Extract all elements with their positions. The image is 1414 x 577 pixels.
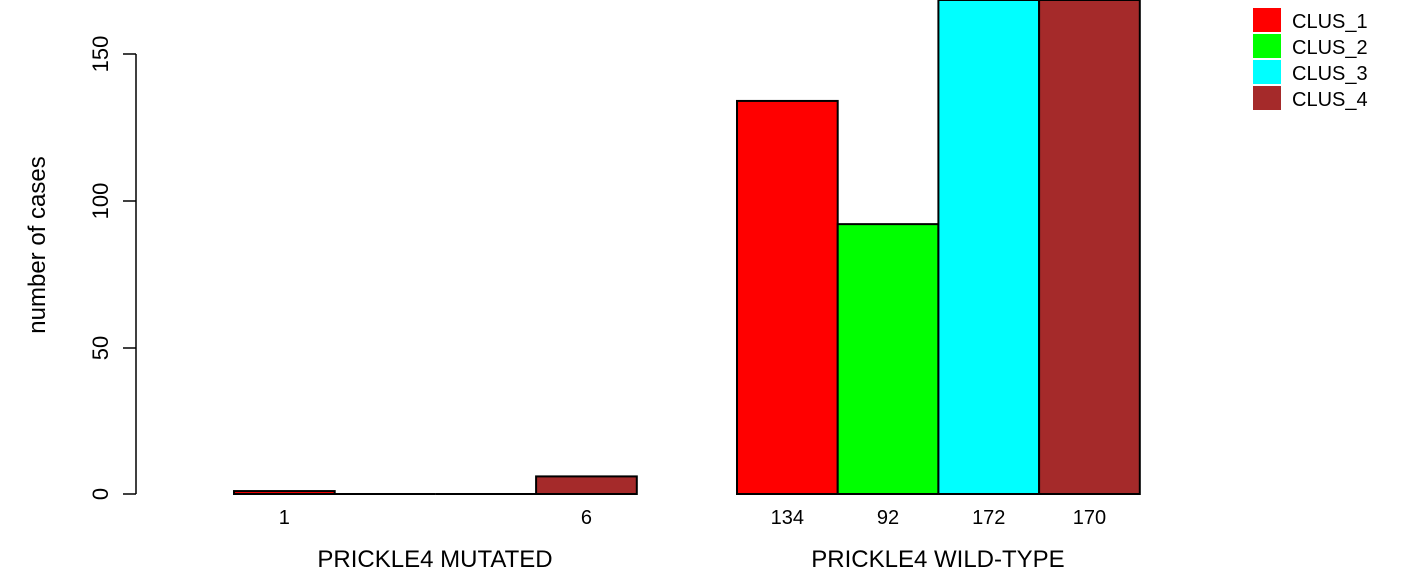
legend-label-clus-4: CLUS_4 (1292, 89, 1368, 111)
bar-wild-type-clus-1 (736, 99, 839, 496)
bar-value-label-wild-type-clus-3: 172 (972, 507, 1005, 529)
legend-swatch-clus-3 (1253, 60, 1281, 84)
y-axis: 0 50 100 150 number of cases (24, 36, 137, 500)
bar-value-label-wild-type-clus-1: 134 (771, 507, 804, 529)
y-axis-title: number of cases (24, 156, 51, 333)
bars: 1 6 134 92 172 170 (233, 0, 1141, 529)
bar-mutated-clus-4 (535, 475, 638, 495)
bar-value-label-wild-type-clus-4: 170 (1073, 507, 1106, 529)
legend-label-clus-2: CLUS_2 (1292, 37, 1368, 59)
legend-label-clus-1: CLUS_1 (1292, 11, 1368, 33)
bar-wild-type-clus-3 (937, 0, 1041, 495)
bar-value-label-mutated-clus-1: 1 (279, 507, 290, 529)
legend: CLUS_1 CLUS_2 CLUS_3 CLUS_4 (1253, 8, 1368, 111)
legend-swatch-clus-2 (1253, 34, 1281, 58)
y-tick-label-50: 50 (88, 336, 113, 360)
legend-label-clus-3: CLUS_3 (1292, 63, 1368, 85)
bar-value-label-mutated-clus-4: 6 (581, 507, 592, 529)
y-tick-label-100: 100 (88, 183, 113, 220)
bar-wild-type-clus-4 (1038, 0, 1141, 495)
group-label-mutated: PRICKLE4 MUTATED (317, 546, 552, 573)
bar-value-label-wild-type-clus-2: 92 (877, 507, 899, 529)
y-tick-label-150: 150 (88, 36, 113, 73)
group-label-wild-type: PRICKLE4 WILD-TYPE (811, 546, 1064, 573)
bar-wild-type-clus-2 (836, 223, 940, 495)
legend-swatch-clus-4 (1253, 86, 1281, 110)
bar-mutated-clus-1 (233, 490, 336, 496)
y-tick-label-0: 0 (88, 488, 113, 500)
legend-swatch-clus-1 (1253, 8, 1281, 32)
group-labels: PRICKLE4 MUTATED PRICKLE4 WILD-TYPE (317, 546, 1064, 573)
